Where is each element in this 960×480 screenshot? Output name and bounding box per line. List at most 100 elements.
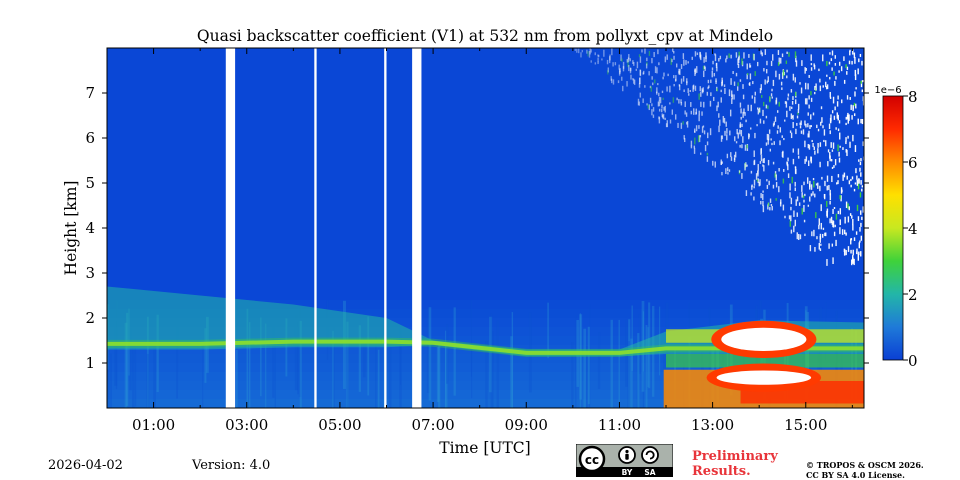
noise-speck bbox=[856, 175, 858, 180]
noise-speck bbox=[650, 86, 653, 92]
noise-speck bbox=[644, 85, 646, 88]
noise-speck bbox=[837, 144, 839, 152]
noise-speck bbox=[741, 123, 743, 128]
texture-streak bbox=[399, 327, 402, 385]
noise-speck bbox=[843, 248, 846, 256]
noise-speck bbox=[680, 78, 683, 84]
noise-speck bbox=[822, 85, 824, 88]
noise-speck bbox=[853, 52, 856, 59]
noise-speck bbox=[849, 97, 851, 100]
noise-speck bbox=[607, 67, 609, 73]
noise-speck bbox=[841, 189, 843, 193]
texture-streak bbox=[631, 305, 633, 371]
noise-speck bbox=[739, 129, 741, 135]
noise-speck bbox=[761, 94, 763, 98]
noise-speck bbox=[845, 116, 847, 120]
noise-speck bbox=[857, 253, 860, 261]
noise-speck bbox=[834, 224, 836, 228]
noise-speck bbox=[829, 189, 831, 196]
noise-speck bbox=[762, 193, 764, 200]
noise-speck bbox=[699, 51, 701, 58]
noise-speck bbox=[679, 68, 681, 75]
noise-speck bbox=[819, 248, 822, 251]
noise-speck bbox=[759, 87, 762, 94]
noise-speck bbox=[804, 140, 806, 148]
noise-speck bbox=[832, 142, 835, 149]
noise-speck bbox=[774, 173, 776, 178]
surface-band bbox=[107, 354, 864, 363]
noise-speck bbox=[828, 185, 830, 191]
noise-speck bbox=[814, 85, 816, 91]
noise-speck bbox=[853, 237, 856, 241]
noise-speck bbox=[831, 175, 833, 183]
noise-speck bbox=[611, 78, 613, 84]
texture-streak bbox=[610, 319, 613, 408]
noise-speck bbox=[838, 157, 841, 163]
noise-speck bbox=[651, 109, 653, 116]
noise-speck bbox=[804, 67, 806, 74]
noise-speck bbox=[797, 148, 800, 155]
noise-speck bbox=[852, 106, 854, 112]
noise-speck bbox=[801, 60, 803, 66]
noise-speck bbox=[764, 49, 767, 55]
noise-speck bbox=[773, 141, 775, 145]
noise-speck bbox=[735, 141, 738, 144]
noise-speck bbox=[715, 80, 717, 85]
noise-speck bbox=[806, 177, 809, 184]
noise-speck bbox=[832, 96, 835, 104]
noise-speck bbox=[706, 156, 709, 162]
noise-speck bbox=[694, 128, 696, 133]
noise-speck bbox=[794, 77, 796, 83]
noise-speck bbox=[810, 193, 813, 197]
noise-speck bbox=[838, 61, 841, 66]
noise-speck bbox=[792, 148, 794, 153]
noise-speck bbox=[656, 87, 658, 94]
y-axis: 1 2 3 4 5 6 7 bbox=[85, 84, 869, 372]
noise-speck bbox=[646, 57, 648, 62]
texture-streak bbox=[346, 321, 349, 408]
noise-speck bbox=[859, 240, 861, 243]
noise-speck bbox=[797, 112, 799, 115]
noise-speck bbox=[797, 155, 800, 159]
noise-speck bbox=[658, 92, 660, 97]
noise-speck bbox=[711, 70, 713, 78]
badge-sa-label: SA bbox=[644, 468, 655, 477]
noise-speck bbox=[690, 145, 693, 149]
noise-speck bbox=[783, 71, 786, 76]
noise-speck bbox=[765, 104, 768, 109]
noise-speck bbox=[845, 149, 847, 153]
noise-speck bbox=[664, 56, 667, 63]
noise-speck bbox=[859, 192, 862, 198]
noise-speck bbox=[699, 86, 701, 92]
noise-speck bbox=[831, 221, 833, 225]
noise-speck bbox=[758, 181, 760, 187]
noise-speck bbox=[741, 173, 743, 179]
cloud-layer bbox=[706, 320, 822, 392]
noise-speck bbox=[838, 120, 841, 124]
noise-speck bbox=[756, 61, 759, 67]
noise-speck bbox=[731, 90, 733, 98]
noise-speck bbox=[666, 54, 668, 60]
noise-speck bbox=[707, 132, 709, 139]
noise-speck bbox=[748, 54, 750, 58]
surface-band bbox=[107, 399, 864, 408]
x-tick-label: 07:00 bbox=[411, 416, 454, 434]
noise-speck bbox=[656, 91, 658, 95]
preliminary-line2: Results. bbox=[692, 464, 751, 479]
noise-speck bbox=[830, 216, 833, 224]
noise-speck bbox=[638, 101, 640, 106]
noise-speck bbox=[853, 113, 856, 117]
noise-speck bbox=[721, 80, 724, 86]
noise-speck bbox=[839, 195, 841, 200]
noise-speck bbox=[811, 231, 813, 237]
noise-speck bbox=[629, 67, 632, 74]
noise-speck bbox=[812, 191, 814, 196]
noise-speck bbox=[663, 72, 665, 77]
copyright-line1: © TROPOS & OSCM 2026. bbox=[806, 460, 924, 470]
texture-streak bbox=[585, 346, 588, 408]
noise-speck bbox=[738, 51, 740, 58]
noise-speck bbox=[849, 141, 851, 148]
noise-speck bbox=[770, 138, 772, 141]
noise-speck bbox=[804, 98, 807, 105]
noise-speck bbox=[787, 97, 789, 101]
